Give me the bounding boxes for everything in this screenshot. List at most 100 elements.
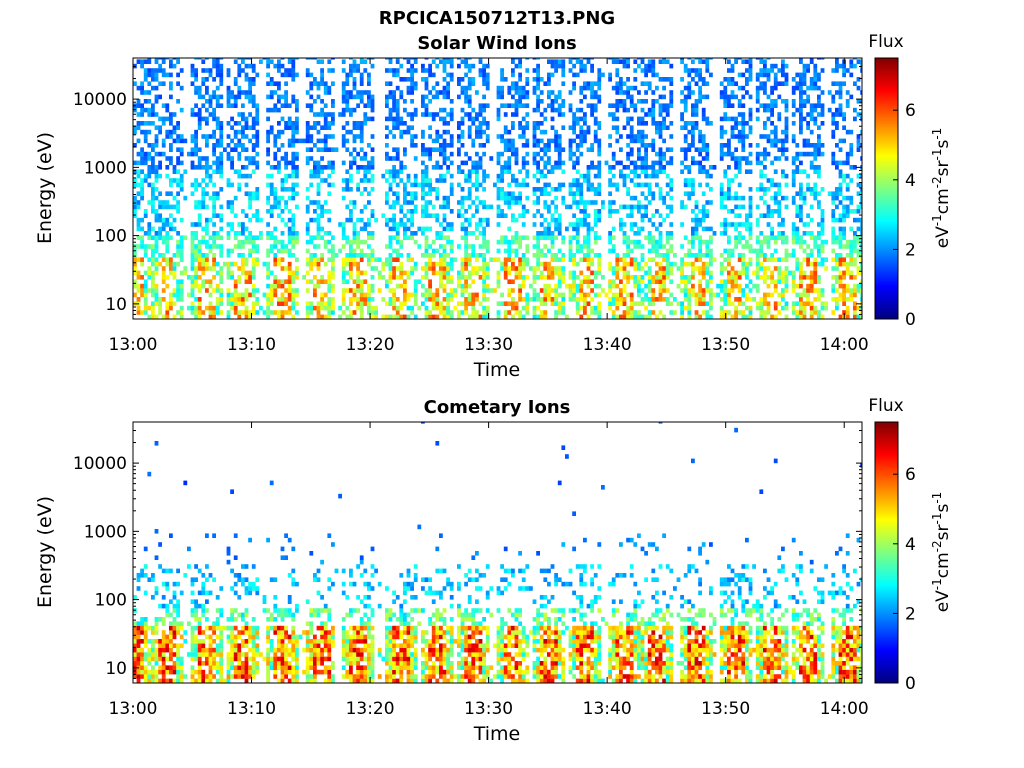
heatmap-cell	[615, 68, 620, 73]
heatmap-cell	[187, 275, 191, 280]
heatmap-cell	[176, 59, 180, 64]
heatmap-cell	[439, 178, 443, 183]
heatmap-cell	[226, 288, 231, 293]
heatmap-cell	[590, 94, 594, 100]
heatmap-cell	[579, 68, 584, 73]
heatmap-cell	[655, 226, 659, 232]
heatmap-cell	[687, 169, 692, 174]
heatmap-cell	[575, 116, 580, 122]
heatmap-cell	[748, 94, 753, 100]
heatmap-cell	[727, 68, 731, 73]
heatmap-cell	[781, 279, 785, 284]
heatmap-cell	[291, 169, 296, 174]
heatmap-cell	[428, 213, 432, 218]
heatmap-cell	[539, 187, 544, 192]
heatmap-cell	[640, 129, 645, 135]
heatmap-cell	[651, 90, 656, 95]
heatmap-cell	[201, 77, 206, 82]
heatmap-cell	[331, 68, 335, 73]
heatmap-cell	[640, 279, 645, 284]
heatmap-cell	[709, 270, 713, 276]
heatmap-cell	[748, 195, 753, 201]
heatmap-cell	[586, 226, 591, 232]
heatmap-cell	[691, 217, 695, 223]
heatmap-cell	[230, 160, 234, 166]
heatmap-cell	[691, 143, 695, 148]
heatmap-cell	[176, 169, 180, 174]
heatmap-cell	[367, 178, 371, 183]
heatmap-cell	[406, 235, 411, 240]
heatmap-cell	[215, 261, 220, 267]
heatmap-cell	[356, 231, 360, 236]
heatmap-cell	[662, 279, 666, 284]
heatmap-cell	[349, 200, 353, 205]
heatmap-cell	[359, 279, 364, 284]
heatmap-cell	[565, 204, 569, 210]
heatmap-cell	[755, 222, 760, 227]
heatmap-cell	[586, 173, 591, 179]
heatmap-cell	[277, 165, 281, 170]
heatmap-cell	[248, 217, 252, 223]
heatmap-cell	[593, 283, 598, 289]
heatmap-cell	[615, 81, 620, 86]
heatmap-cell	[705, 261, 710, 267]
heatmap-cell	[579, 138, 584, 144]
heatmap-cell	[151, 77, 155, 82]
heatmap-cell	[219, 288, 224, 293]
heatmap-cell	[709, 253, 713, 258]
heatmap-cell	[658, 147, 663, 152]
heatmap-cell	[165, 129, 170, 135]
heatmap-cell	[611, 244, 616, 249]
heatmap-cell	[629, 204, 634, 210]
heatmap-cell	[147, 222, 152, 227]
heatmap-cell	[773, 138, 778, 144]
heatmap-cell	[197, 116, 202, 122]
heatmap-cell	[709, 279, 713, 284]
heatmap-cell	[230, 222, 234, 227]
heatmap-cell	[727, 253, 731, 258]
heatmap-cell	[557, 283, 562, 289]
heatmap-cell	[511, 81, 515, 86]
heatmap-cell	[755, 301, 760, 306]
heatmap-cell	[557, 165, 562, 170]
heatmap-cell	[215, 143, 220, 148]
heatmap-cell	[136, 103, 141, 108]
heatmap-cell	[489, 257, 494, 262]
heatmap-cell	[424, 103, 429, 108]
heatmap-cell	[658, 292, 663, 298]
heatmap-cell	[755, 270, 760, 276]
heatmap-cell	[194, 147, 198, 152]
heatmap-cell	[457, 125, 461, 130]
heatmap-cell	[208, 178, 213, 183]
heatmap-cell	[345, 204, 350, 210]
heatmap-cell	[518, 297, 522, 302]
heatmap-cell	[568, 204, 573, 210]
heatmap-cell	[799, 121, 803, 126]
heatmap-cell	[554, 222, 558, 227]
heatmap-cell	[410, 116, 414, 122]
heatmap-cell	[547, 138, 551, 144]
heatmap-cell	[669, 134, 674, 139]
heatmap-cell	[424, 200, 429, 205]
heatmap-cell	[784, 134, 789, 139]
heatmap-cell	[151, 191, 155, 196]
heatmap-cell	[723, 195, 728, 201]
heatmap-cell	[356, 235, 360, 240]
heatmap-cell	[219, 121, 224, 126]
heatmap-cell	[161, 72, 166, 78]
heatmap-cell	[795, 165, 800, 170]
heatmap-cell	[644, 72, 648, 78]
heatmap-cell	[687, 85, 692, 91]
heatmap-cell	[251, 310, 256, 315]
heatmap-cell	[413, 292, 418, 298]
heatmap-cell	[583, 58, 587, 60]
heatmap-cell	[392, 103, 396, 108]
heatmap-cell	[662, 107, 666, 113]
heatmap-cell	[475, 222, 479, 227]
heatmap-cell	[799, 195, 803, 201]
heatmap-cell	[626, 292, 630, 298]
heatmap-cell	[741, 112, 746, 117]
heatmap-cell	[622, 314, 627, 319]
heatmap-cell	[460, 160, 465, 166]
heatmap-cell	[295, 107, 299, 113]
